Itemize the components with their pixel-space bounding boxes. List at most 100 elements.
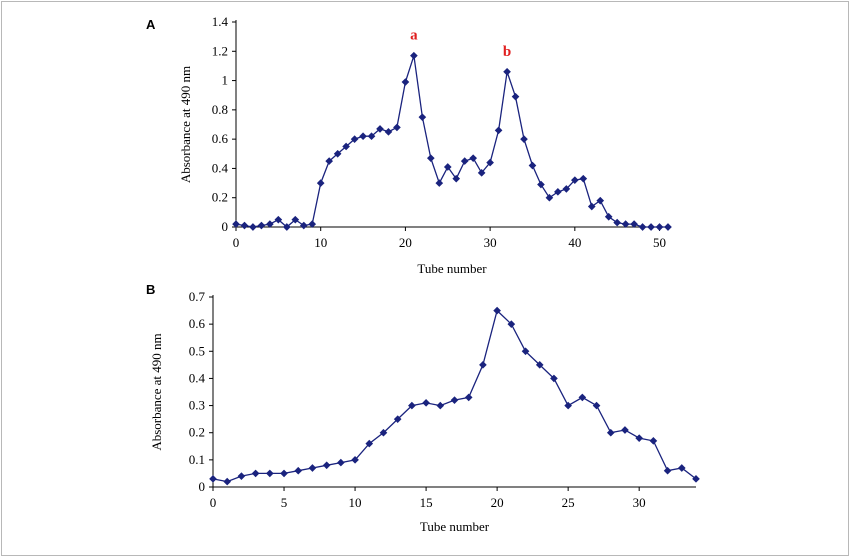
panel-a-y-axis-title: Absorbance at 490 nm — [178, 66, 193, 183]
panel-b-data-point — [337, 458, 345, 467]
panel-b-x-tick-label: 5 — [281, 495, 288, 510]
panel-b-data-point — [564, 401, 572, 410]
panel-b-series-line — [212, 309, 697, 483]
panel-a-x-tick-label: 0 — [233, 235, 240, 250]
panel-a-data-point — [376, 125, 384, 133]
panel-a-label: A — [146, 17, 156, 32]
panel-b-data-point — [592, 401, 601, 410]
panel-a-data-point — [232, 220, 240, 228]
panel-b-data-point — [365, 439, 374, 448]
panel-b-data-point — [578, 393, 587, 402]
panel-b-x-tick-label: 10 — [349, 495, 362, 510]
panel-a-data-point — [393, 123, 401, 132]
panel-a-peak-label-a: a — [410, 28, 418, 44]
panel-a-data-point — [528, 161, 537, 170]
panel-a-data-point — [545, 193, 554, 202]
panel-a-data-point — [647, 223, 655, 231]
panel-a-data-point — [367, 132, 376, 141]
panel-b-data-point — [621, 426, 629, 434]
panel-b-data-point — [223, 477, 232, 486]
panel-b-data-point — [606, 428, 615, 437]
panel-a-data-point — [274, 215, 283, 224]
panel-a-data-point — [282, 223, 291, 231]
panel-a-y-tick-label: 0.4 — [212, 160, 229, 175]
panel-b-data-point — [408, 401, 416, 410]
panel-b-data-point — [521, 347, 530, 356]
panel-b-x-tick-label: 25 — [562, 495, 575, 510]
panel-a-y-tick-label: 0 — [222, 219, 229, 234]
panel-a-x-tick-label: 10 — [314, 235, 327, 250]
panel-b-data-point — [209, 475, 217, 483]
panel-a-data-point — [494, 126, 503, 135]
panel-a-data-point — [562, 185, 571, 193]
panel-b-x-tick-label: 30 — [633, 495, 646, 510]
panel-a-data-point — [418, 113, 427, 122]
panel-b-data-point — [422, 399, 430, 407]
panel-a-data-point — [435, 179, 444, 187]
panel-b-y-axis-title: Absorbance at 490 nm — [149, 333, 164, 450]
panel-a-data-point — [613, 218, 622, 227]
panel-a-x-tick-label: 30 — [484, 235, 497, 250]
panel-a-data-point — [342, 142, 350, 151]
panel-a-data-point — [240, 221, 249, 230]
panel-a-x-tick-label: 40 — [568, 235, 581, 250]
panel-b-x-tick-label: 0 — [210, 495, 217, 510]
panel-a-data-point — [664, 223, 672, 231]
panel-a-data-point — [426, 154, 435, 163]
panel-b-data-point — [251, 469, 260, 478]
panel-a-data-point — [570, 176, 579, 184]
panel-b-y-tick-label: 0.3 — [189, 398, 205, 413]
panel-a-data-point — [316, 179, 325, 187]
panel-a-series-line — [235, 55, 668, 228]
panel-b-data-point — [280, 469, 288, 478]
panel-b-x-axis-title: Tube number — [420, 519, 490, 534]
panel-a-data-point — [291, 215, 300, 224]
panel-a-data-point — [579, 174, 588, 183]
panel-a-data-point — [359, 132, 367, 141]
panel-b-x-tick-label: 20 — [491, 495, 504, 510]
panel-a-data-point — [554, 188, 562, 196]
panel-b-data-point — [535, 361, 544, 369]
panel-a-data-point — [266, 220, 274, 228]
panel-a-data-point — [655, 223, 664, 231]
panel-b-data-point — [692, 475, 700, 483]
panel-b-data-point — [635, 434, 644, 442]
panel-b-data-point — [322, 461, 331, 470]
panel-b-data-point — [351, 456, 359, 464]
panel-b-data-point — [450, 396, 459, 404]
panel-b-y-tick-label: 0.1 — [189, 452, 205, 467]
panel-a-data-point — [469, 154, 478, 163]
panel-a-x-axis-title: Tube number — [417, 261, 487, 276]
panel-a-data-point — [249, 223, 257, 231]
panel-b-y-tick-label: 0.5 — [189, 343, 205, 358]
panel-a-data-point — [257, 221, 266, 230]
panel-b-data-point — [464, 393, 473, 402]
panel-b-data-point — [507, 320, 516, 328]
panel-b-data-point — [436, 401, 445, 410]
panel-a-y-tick-label: 0.6 — [212, 131, 229, 146]
panel-b-y-tick-label: 0.7 — [189, 289, 206, 304]
panel-a-data-point — [460, 157, 469, 165]
panel-a-data-point — [477, 168, 486, 177]
panel-b-data-point — [393, 415, 402, 423]
panel-a-peak-label-b: b — [503, 44, 511, 60]
panel-a-data-point — [520, 135, 528, 143]
panel-a-data-point — [401, 78, 410, 86]
panel-a-data-point — [384, 127, 393, 136]
panel-a-data-point — [638, 223, 647, 231]
panel-a-data-point — [621, 220, 630, 228]
panel-a-y-tick-label: 1.2 — [212, 43, 228, 58]
panel-b-data-point — [550, 374, 558, 383]
panel-a-data-point — [511, 92, 520, 101]
panel-b-data-point — [308, 464, 317, 472]
panel-a-data-point — [452, 174, 461, 183]
panel-a-x-tick-label: 20 — [399, 235, 412, 250]
panel-a-y-tick-label: 0.8 — [212, 102, 228, 117]
panel-b-x-tick-label: 15 — [420, 495, 433, 510]
panel-a-data-point — [503, 67, 511, 76]
panel-b-data-point — [649, 437, 658, 445]
panel-a-data-point — [630, 220, 638, 228]
panel-a-data-point — [486, 158, 494, 167]
